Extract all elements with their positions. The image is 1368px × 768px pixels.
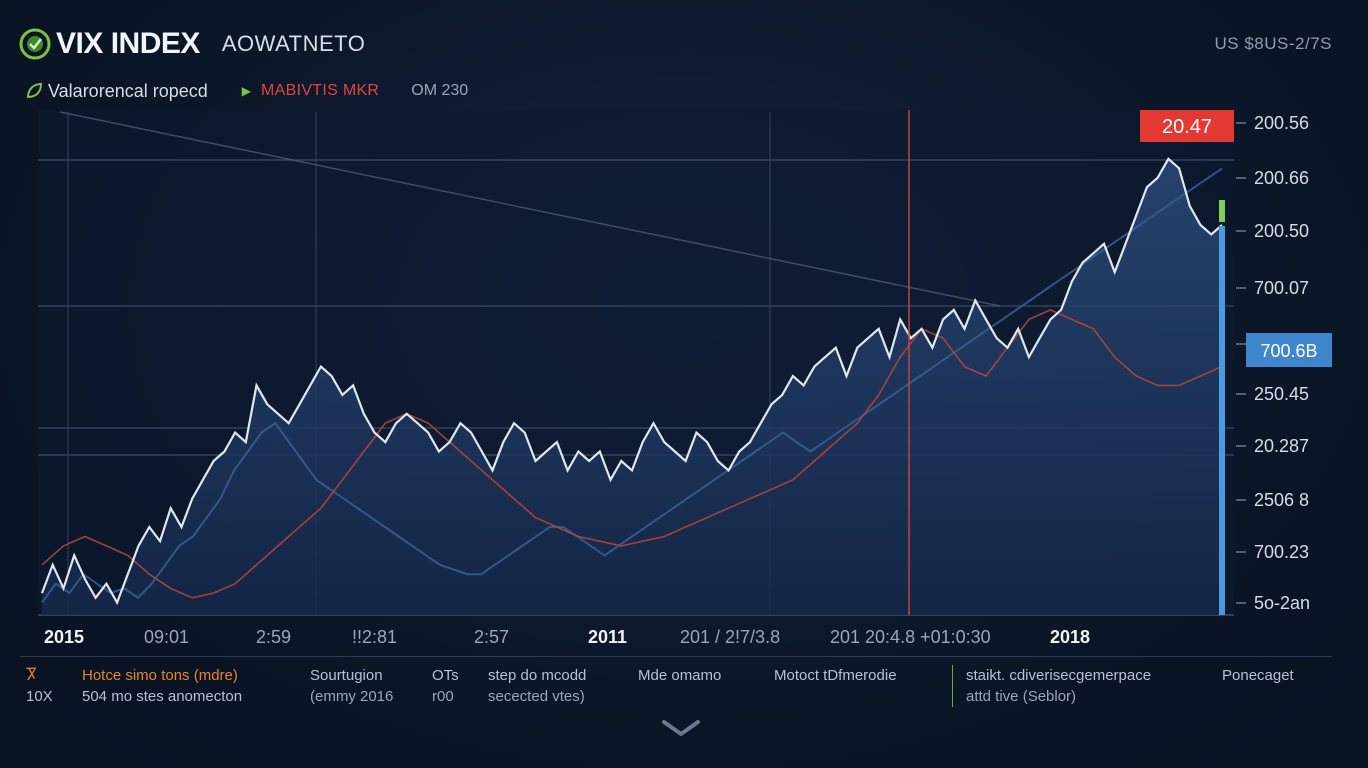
footer-col-3-line1: OTs (432, 667, 459, 684)
y-tick-label: 250.45 (1254, 384, 1309, 404)
x-tick-label: 2015 (44, 627, 84, 647)
current-value-text: 700.6B (1260, 341, 1317, 361)
footer-col-1-line2: 504 mo stes anomecton (82, 688, 243, 705)
footer-col-tags: Ⴟ 10X (26, 665, 53, 707)
x-tick-label: 201 20:4.8 +01:0:30 (830, 627, 991, 647)
y-tick-label: 700.23 (1254, 542, 1309, 562)
current-value-tag: 700.6B (1246, 333, 1332, 367)
x-tick-label: 09:01 (144, 627, 189, 647)
x-tick-label: !!2:81 (352, 627, 397, 647)
footer-col-6-line1: Motoct tDfmerodie (774, 667, 897, 684)
y-tick-label: 2506 8 (1254, 490, 1309, 510)
footer-tag-2: 10X (26, 688, 53, 705)
x-axis: 2015 09:01 2:59 !!2:81 2:57 2011 201 / 2!7/3.8… (44, 627, 1090, 647)
footer-col-6: Motoct tDfmerodie (774, 665, 897, 686)
price-tag-text: 20.47 (1162, 116, 1212, 138)
shadow-series-line (41, 167, 1223, 604)
x-tick-label: 2:59 (256, 627, 291, 647)
green-tick-mark (1219, 200, 1225, 222)
footer-col-5-line1: Mde omamo (638, 667, 722, 684)
x-tick-label: 201 / 2!7/3.8 (680, 627, 780, 647)
area-fill (42, 158, 1222, 615)
footer-divider (952, 665, 953, 707)
current-value-bar (1219, 226, 1225, 615)
header-subtitle: AOWATNETO (221, 31, 366, 56)
x-tick-label: 2018 (1050, 627, 1090, 647)
price-tag-box (1140, 110, 1234, 142)
footer-tag-1: Ⴟ (26, 667, 37, 684)
y-tick-label: 200.56 (1254, 113, 1309, 133)
current-value-box (1246, 333, 1332, 367)
footer-col-3: OTs r00 (432, 665, 459, 707)
y-tick-label: 700.07 (1254, 278, 1309, 298)
triangle-right-icon: ▶ (241, 84, 251, 98)
top-right-label: US $8US-2/7S (1214, 34, 1332, 53)
trend-line (59, 111, 1001, 307)
marker-label: MABIVTIS MKR (261, 82, 380, 99)
brand-title: VIX INDEX (56, 27, 200, 60)
footer-col-2-line2: (emmy 2016 (310, 688, 394, 705)
footer-col-8: Ponecaget (1222, 665, 1294, 686)
footer-col-2: Sourtugion (emmy 2016 (310, 665, 393, 707)
vix-logo-icon (19, 28, 51, 60)
main-series-line (40, 157, 1223, 606)
y-axis: 200.56 200.66 200.50 700.07 250.45 20.287 2506… (1236, 113, 1310, 613)
footer-col-8-line1: Ponecaget (1222, 667, 1294, 684)
leaf-icon (26, 82, 43, 99)
footer-col-5: Mde omamo (638, 665, 721, 686)
footer-col-7-line1: staikt. cdiverisecgemerpace (966, 667, 1152, 684)
time-label: OM 230 (411, 82, 469, 99)
footer-col-7: staikt. cdiverisecgemerpace attd tive (S… (966, 665, 1151, 707)
footer-col-1: Hotce simo tons (mdre) 504 mo stes anome… (82, 665, 242, 707)
footer-col-3-line2: r00 (432, 688, 454, 705)
y-tick-label: 20.287 (1254, 436, 1309, 456)
footer-col-1-line1: Hotce simo tons (mdre) (82, 667, 238, 684)
y-tick-label: 5o-2an (1254, 593, 1310, 613)
x-tick-label: 2011 (588, 627, 627, 647)
footer-col-4-line2: secected vtes) (488, 688, 585, 705)
y-tick-label: 200.66 (1254, 168, 1309, 188)
chevron-down-icon[interactable] (660, 718, 702, 738)
footer-legend: Ⴟ 10X Hotce simo tons (mdre) 504 mo stes… (20, 656, 1332, 711)
indicator-label: Valarorencal ropecd (48, 80, 208, 101)
footer-col-2-line1: Sourtugion (310, 667, 383, 684)
moving-average-line (41, 309, 1223, 599)
footer-col-4: step do mcodd secected vtes) (488, 665, 586, 707)
y-tick-label: 200.50 (1254, 221, 1309, 241)
chart-subheader: Valarorencal ropecd ▶ MABIVTIS MKR OM 23… (24, 78, 468, 104)
price-tag: 20.47 (1140, 110, 1234, 142)
chart-header: VIX INDEX AOWATNETO (18, 22, 365, 66)
x-tick-label: 2:57 (474, 627, 509, 647)
footer-col-7-line2: attd tive (Seblor) (966, 688, 1077, 705)
footer-col-4-line1: step do mcodd (488, 667, 587, 684)
